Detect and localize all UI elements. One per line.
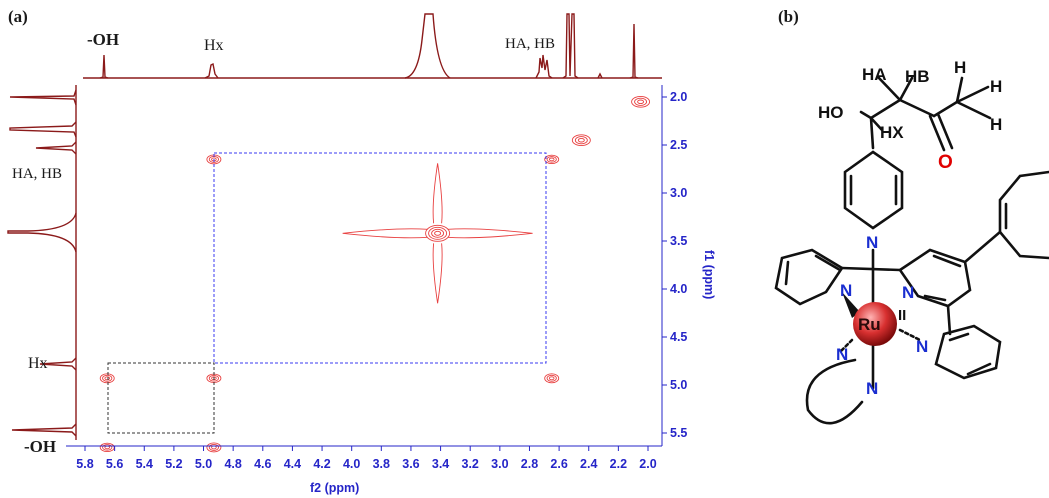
- x-tick-label: 4.8: [224, 457, 241, 471]
- x-tick-label: 3.4: [432, 457, 449, 471]
- peak-label-oh: -OH: [87, 30, 119, 49]
- correlation-box-black: [107, 362, 215, 434]
- atom-h2: H: [990, 77, 1002, 96]
- cross-peak: [544, 373, 560, 384]
- atom-n-left: N: [840, 281, 852, 300]
- x-axis-ticks: 5.8 5.6 5.4 5.2 5.0 4.8 4.6 4.4 4.2 4.0 3.8 3.6 3.4 3…: [76, 446, 657, 471]
- y-axis-title: f1 (ppm): [702, 250, 716, 299]
- diagonal-peak: [548, 157, 555, 162]
- x-tick-label: 4.4: [284, 457, 301, 471]
- panel-a-label: (a): [8, 7, 28, 26]
- diagonal-peak: [631, 95, 651, 108]
- y-tick-label: 5.0: [670, 378, 687, 392]
- y-tick-label: 4.0: [670, 282, 687, 296]
- side-label-hab: HA, HB: [12, 166, 62, 182]
- x-tick-label: 2.2: [610, 457, 627, 471]
- atom-o: O: [938, 152, 953, 173]
- atom-n-right: N: [916, 337, 928, 356]
- x-tick-label: 4.2: [313, 457, 330, 471]
- atom-h1: H: [954, 58, 966, 77]
- left-1d-spectrum: [7, 85, 77, 440]
- atom-h3: H: [990, 115, 1002, 134]
- diagonal-peak: [574, 136, 588, 145]
- side-label-oh: -OH: [24, 437, 56, 456]
- x-tick-label: 4.6: [254, 457, 271, 471]
- molecule-bonds: [774, 75, 1049, 425]
- cross-peak: [99, 373, 115, 384]
- diagonal-peak: [431, 228, 445, 238]
- diagonal-peak: [571, 134, 591, 147]
- x-tick-label: 2.4: [580, 457, 597, 471]
- atom-hx: HX: [880, 123, 904, 142]
- side-label-hx: Hx: [28, 355, 48, 372]
- correlation-box-blue: [213, 152, 547, 364]
- diagonal-peak: [634, 97, 648, 106]
- cosy-contour-plot: [99, 95, 651, 453]
- diagonal-peak-tail: [342, 228, 533, 239]
- x-tick-label: 5.6: [106, 457, 123, 471]
- diagonal-peak: [425, 224, 451, 242]
- x-tick-label: 2.8: [521, 457, 538, 471]
- diagonal-peak: [577, 137, 585, 143]
- x-tick-label: 3.6: [402, 457, 419, 471]
- peak-label-hx: Hx: [204, 37, 224, 54]
- top-1d-spectrum: [83, 13, 662, 79]
- x-axis-title: f2 (ppm): [310, 481, 359, 495]
- x-tick-label: 4.0: [343, 457, 360, 471]
- molecule-atom-labels: HA HB H H H HO HX O N N N N N N Ru II: [818, 58, 1002, 398]
- diagonal-peak: [637, 99, 645, 105]
- cross-peak: [206, 442, 222, 453]
- diagonal-peak: [428, 226, 448, 240]
- atom-n-bl: N: [836, 345, 848, 364]
- atom-hb: HB: [905, 67, 930, 86]
- x-tick-label: 3.2: [462, 457, 479, 471]
- y-tick-label: 5.5: [670, 426, 687, 440]
- ru-metal-center: [853, 302, 897, 346]
- cross-peak: [548, 376, 555, 381]
- x-tick-label: 5.0: [195, 457, 212, 471]
- atom-n-mid: N: [902, 283, 914, 302]
- x-tick-label: 3.8: [373, 457, 390, 471]
- contour-peaks: [99, 95, 651, 453]
- y-axis: 2.0 2.5 3.0 3.5 4.0 4.5 5.0 5.5 f1 (ppm): [661, 85, 716, 446]
- y-tick-label: 3.5: [670, 234, 687, 248]
- panel-b-label: (b): [778, 7, 799, 26]
- diagonal-peak: [208, 375, 220, 382]
- atom-ha: HA: [862, 65, 887, 84]
- y-tick-label: 4.5: [670, 330, 687, 344]
- atom-n-bot: N: [866, 379, 878, 398]
- x-tick-label: 2.6: [550, 457, 567, 471]
- cross-peak: [104, 376, 111, 381]
- cross-peak: [208, 443, 220, 451]
- x-tick-label: 5.8: [76, 457, 93, 471]
- diagonal-peak: [102, 444, 113, 451]
- atom-ru: Ru: [858, 315, 881, 334]
- diagonal-peak: [434, 230, 442, 236]
- diagonal-peak: [544, 154, 560, 165]
- y-tick-label: 3.0: [670, 186, 687, 200]
- cross-peak: [546, 374, 557, 382]
- diagonal-peak-tail: [432, 163, 443, 304]
- atom-n-pyr: N: [866, 233, 878, 252]
- oxidation-state: II: [898, 307, 906, 324]
- y-tick-label: 2.5: [670, 138, 687, 152]
- x-tick-label: 3.0: [491, 457, 508, 471]
- x-tick-label: 5.2: [165, 457, 182, 471]
- y-axis-ticks: 2.0 2.5 3.0 3.5 4.0 4.5 5.0 5.5: [662, 90, 687, 440]
- atom-ho: HO: [818, 103, 844, 122]
- x-axis: 5.8 5.6 5.4 5.2 5.0 4.8 4.6 4.4 4.2 4.0 3.8 3.6 3.4 3…: [66, 445, 662, 495]
- peak-label-hab: HA, HB: [505, 36, 555, 52]
- x-tick-label: 2.0: [639, 457, 656, 471]
- x-tick-label: 5.4: [136, 457, 153, 471]
- y-tick-label: 2.0: [670, 90, 687, 104]
- diagonal-peak: [546, 156, 557, 163]
- cross-peak: [102, 374, 113, 382]
